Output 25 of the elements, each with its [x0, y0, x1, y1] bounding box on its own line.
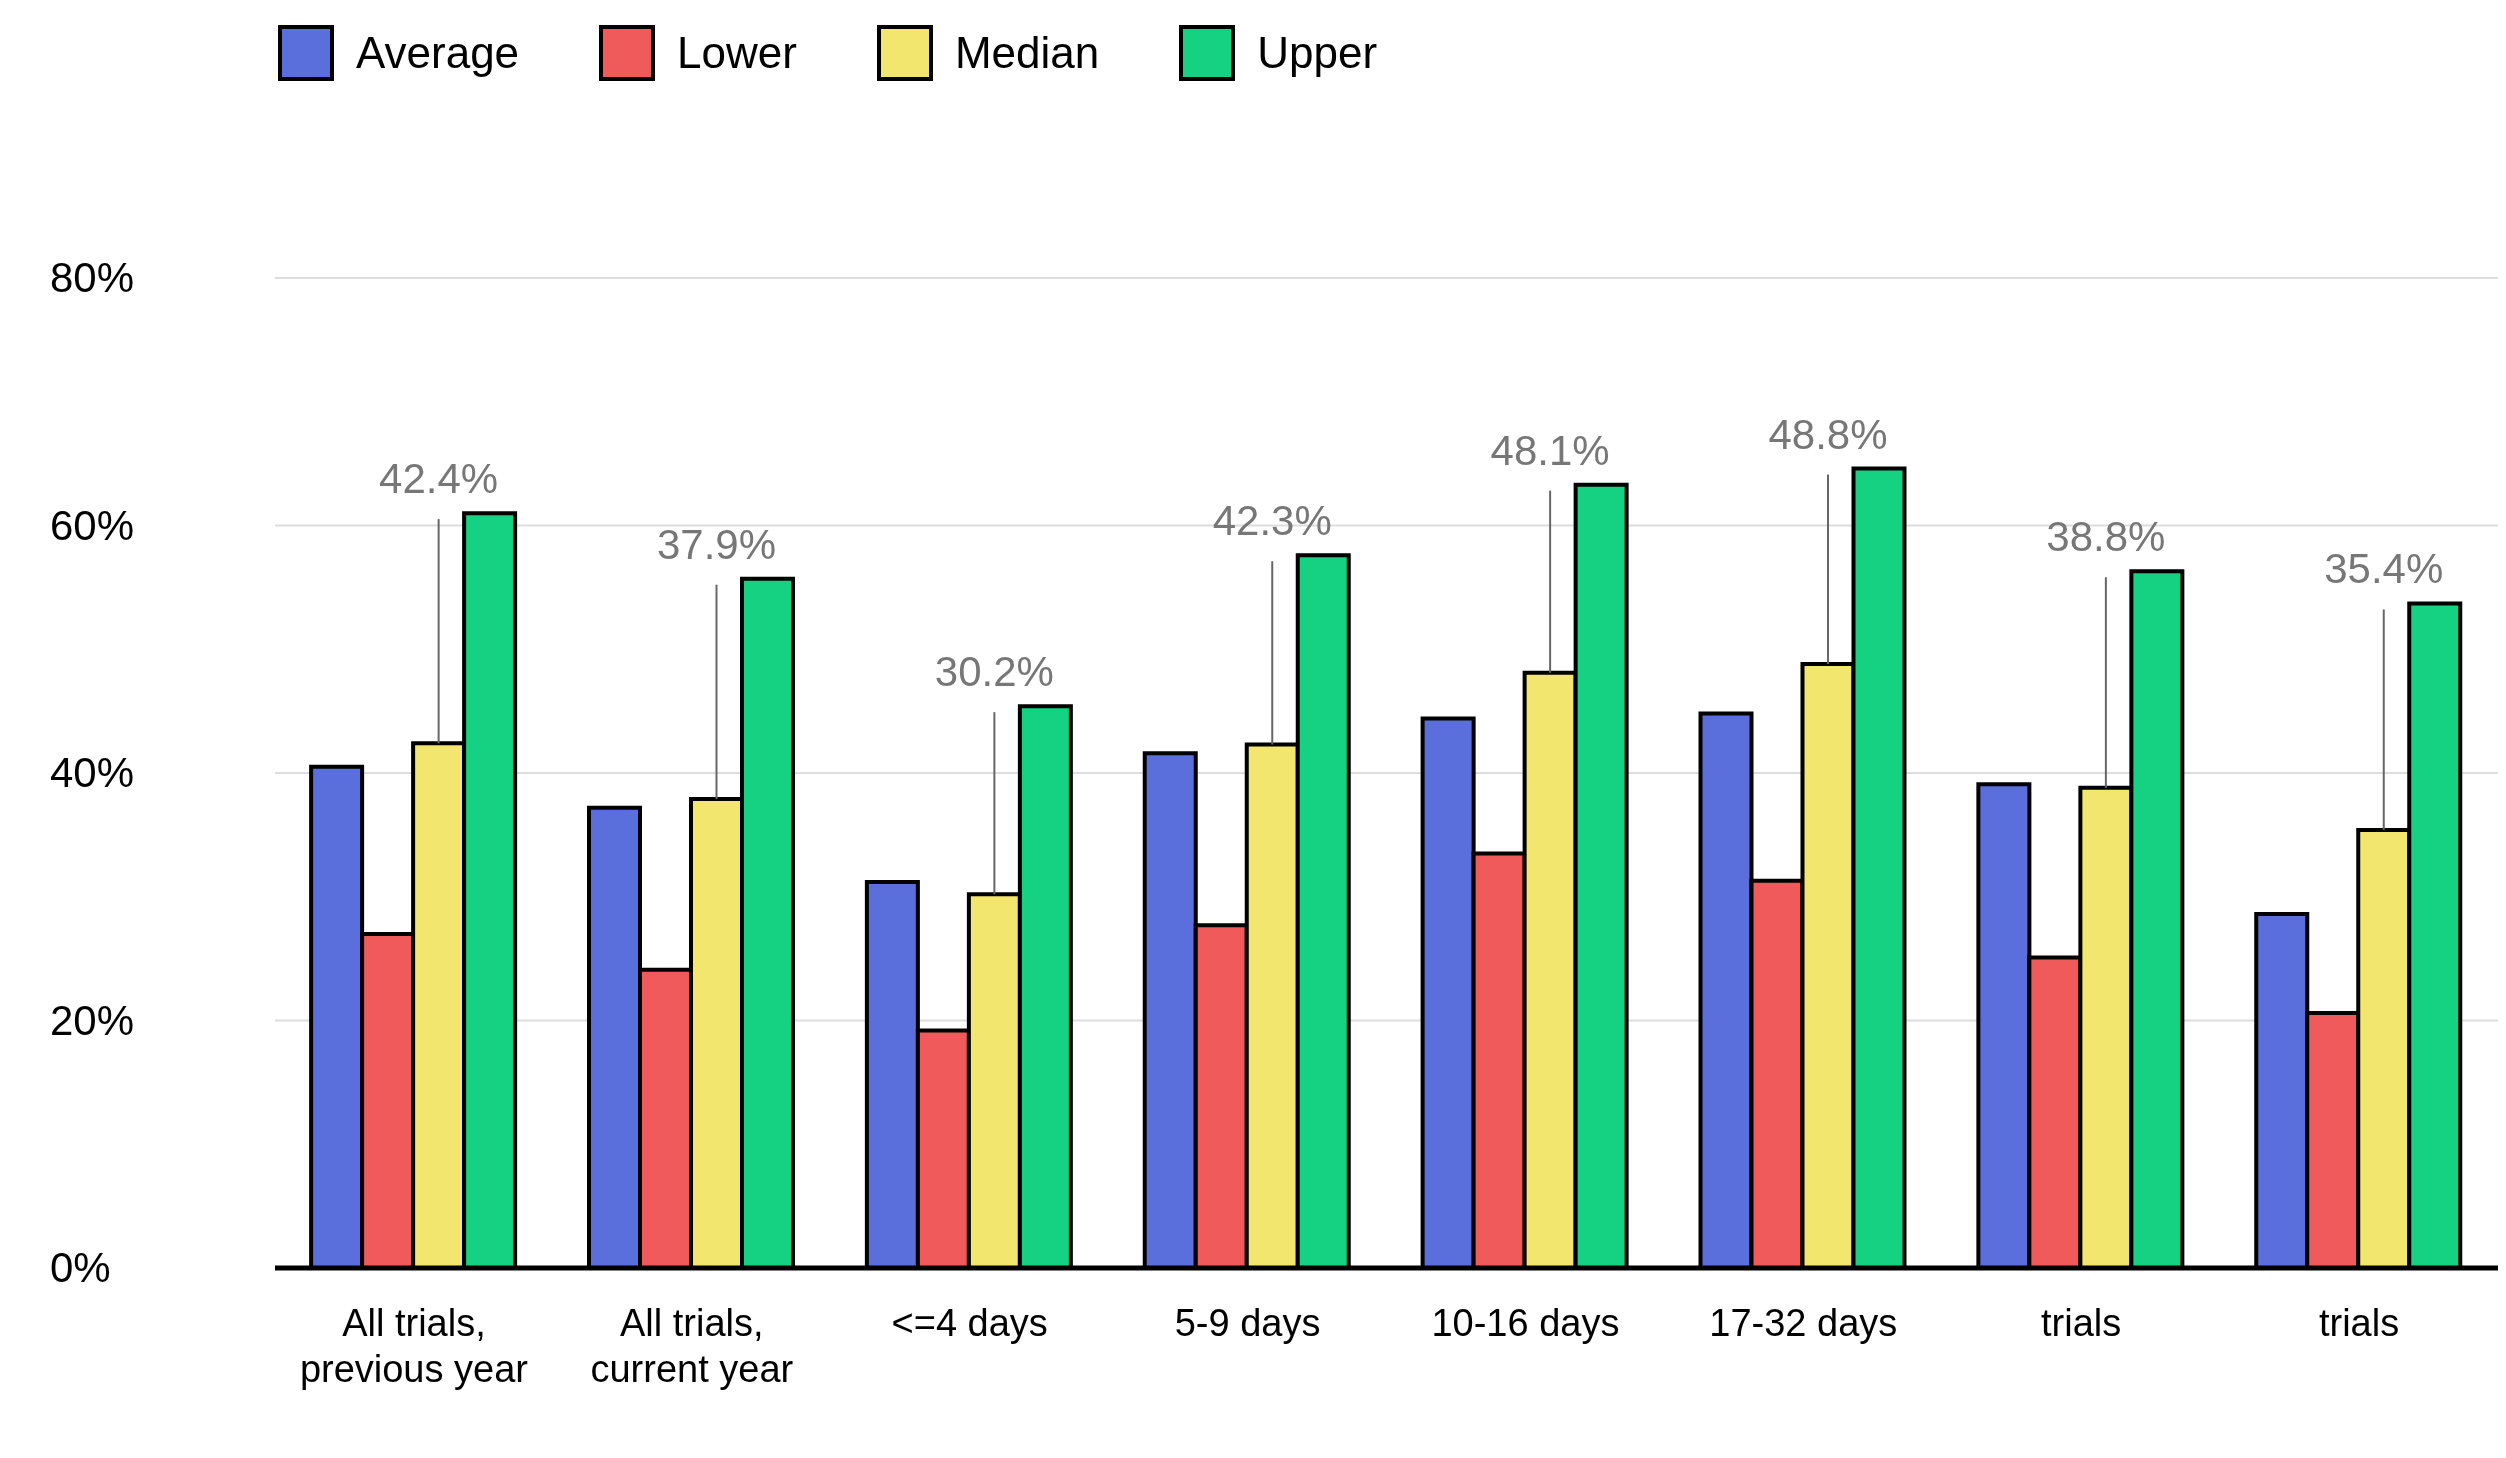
- data-label: 48.8%: [1768, 410, 1888, 458]
- y-tick-label: 40%: [50, 749, 135, 796]
- data-label: 38.8%: [2046, 513, 2166, 561]
- legend-label: Upper: [1257, 28, 1378, 78]
- data-label: 48.1%: [1490, 426, 1610, 474]
- y-tick-label: 0%: [50, 1244, 111, 1291]
- y-tick-label: 20%: [50, 996, 135, 1044]
- legend-label: Median: [954, 28, 1100, 78]
- x-tick-label: 17-32 days: [1709, 1302, 1898, 1344]
- legend-label: Lower: [677, 28, 797, 78]
- legend-label: Average: [356, 28, 520, 78]
- x-tick-label: trials: [2318, 1302, 2400, 1344]
- data-label: 42.3%: [1212, 497, 1332, 545]
- x-tick-label: <=4 days: [891, 1302, 1048, 1344]
- data-label: 35.4%: [2324, 545, 2444, 593]
- x-tick-label: 10-16 days: [1431, 1302, 1620, 1344]
- x-tick-label: All trials, previous year: [299, 1302, 529, 1390]
- data-label: 30.2%: [934, 648, 1054, 696]
- y-tick-label: 80%: [50, 254, 135, 301]
- x-tick-label: All trials, current year: [590, 1302, 794, 1390]
- x-tick-label: 5-9 days: [1174, 1302, 1321, 1344]
- data-label: 42.4%: [379, 455, 499, 503]
- y-tick-label: 60%: [50, 501, 135, 549]
- data-label: 37.9%: [656, 520, 777, 568]
- x-tick-label: trials: [2041, 1302, 2122, 1344]
